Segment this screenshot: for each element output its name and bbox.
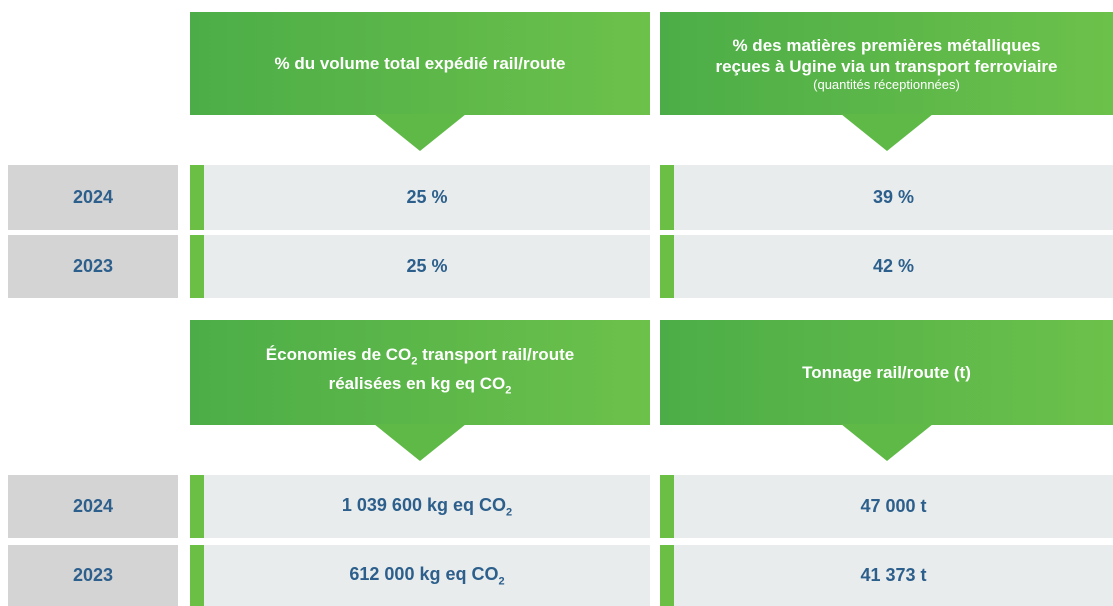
year-cell: 2023 (8, 235, 178, 298)
subscript: 2 (505, 383, 512, 396)
text: réalisées en kg eq CO (328, 373, 506, 393)
text: Tonnage rail/route (t) (802, 363, 971, 382)
value-cell: 25 % (190, 235, 650, 298)
header-line: Tonnage rail/route (t) (802, 362, 971, 383)
text: Économies de CO (265, 345, 412, 365)
header-note: (quantités réceptionnées) (813, 77, 960, 92)
value: 25 % (406, 187, 447, 208)
text: 1 039 600 kg eq CO (341, 494, 506, 515)
value-cell: 42 % (660, 235, 1113, 298)
header-line: réalisées en kg eq CO2 (329, 373, 512, 401)
value: 47 000 t (860, 496, 926, 517)
text: 612 000 kg eq CO (349, 563, 499, 584)
value: 612 000 kg eq CO2 (349, 564, 504, 588)
header-line: Économies de CO2 transport rail/route (266, 344, 574, 372)
value: 39 % (873, 187, 914, 208)
text: transport rail/route (417, 345, 575, 365)
text: 42 % (872, 256, 915, 276)
text: 25 % (406, 187, 448, 207)
header-line: % du volume total expédié rail/route (275, 53, 566, 74)
arrow (840, 424, 933, 461)
text: 25 % (406, 256, 448, 276)
value-cell: 41 373 t (660, 545, 1113, 606)
arrow (374, 424, 466, 461)
text: % du volume total expédié rail/route (274, 54, 566, 73)
subscript: 2 (505, 506, 513, 519)
value-cell: 47 000 t (660, 475, 1113, 538)
value: 1 039 600 kg eq CO2 (342, 495, 512, 519)
year-cell: 2023 (8, 545, 178, 606)
text: 41 373 t (860, 565, 927, 585)
value: 41 373 t (860, 565, 926, 586)
text: 39 % (872, 187, 915, 207)
value-cell: 612 000 kg eq CO2 (190, 545, 650, 606)
header: Économies de CO2 transport rail/route réa… (190, 320, 650, 425)
header-line: reçues à Ugine via un transport ferrovia… (715, 56, 1057, 77)
text: 47 000 t (860, 496, 927, 516)
year-cell: 2024 (8, 475, 178, 538)
value-cell: 39 % (660, 165, 1113, 230)
value: 25 % (406, 256, 447, 277)
text: reçues à Ugine via un transport ferrovia… (715, 57, 1058, 76)
text: % des matières premières métalliques (732, 36, 1041, 55)
year-cell: 2024 (8, 165, 178, 230)
header: % du volume total expédié rail/route (190, 12, 650, 115)
value: 42 % (873, 256, 914, 277)
value-cell: 1 039 600 kg eq CO2 (190, 475, 650, 538)
arrow (840, 114, 933, 151)
subscript: 2 (498, 575, 505, 588)
header: Tonnage rail/route (t) (660, 320, 1113, 425)
arrow (374, 114, 466, 151)
value-cell: 25 % (190, 165, 650, 230)
header: % des matières premières métalliques reçu… (660, 12, 1113, 115)
subscript: 2 (411, 355, 418, 368)
header-line: % des matières premières métalliques (732, 35, 1040, 56)
